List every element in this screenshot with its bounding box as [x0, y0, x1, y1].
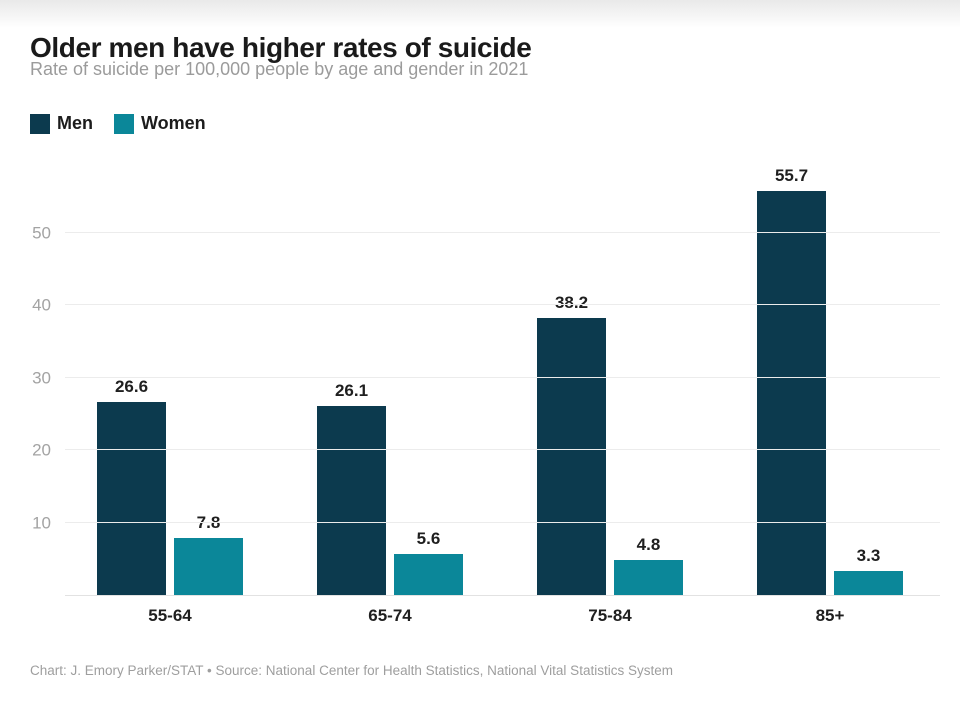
legend: Men Women	[30, 113, 206, 134]
y-tick-label-10: 10	[32, 513, 51, 532]
bar-slot-women-75-84: 4.8	[614, 160, 683, 595]
bar-value-women-85+: 3.3	[856, 546, 881, 566]
bar-men-85+	[757, 191, 826, 595]
legend-label-men: Men	[57, 113, 93, 133]
legend-item-women: Women	[114, 113, 206, 134]
bar-women-85+	[834, 571, 903, 595]
top-gradient	[0, 0, 960, 28]
y-tick-label-20: 20	[32, 440, 51, 460]
gridline-50	[65, 231, 940, 233]
legend-swatch-women	[114, 113, 134, 134]
bar-value-men-65-74: 26.1	[334, 380, 369, 400]
x-axis-baseline	[65, 595, 940, 596]
y-tick-label-40: 40	[32, 295, 51, 315]
y-tick-label-30: 30	[32, 368, 51, 387]
bar-slot-women-85+: 3.3	[834, 160, 903, 595]
legend-swatch-men	[30, 113, 50, 134]
x-axis-label-65-74: 65-74	[368, 606, 412, 625]
bar-value-men-55-64: 26.6	[114, 377, 149, 397]
bar-women-55-64	[174, 538, 243, 595]
bar-groups: 26.6 7.8 55-64 26.1 5.6 65-74 38.2 4.8 75-84 55.7…	[65, 160, 940, 625]
bar-women-75-84	[614, 560, 683, 595]
bar-men-65-74	[317, 405, 386, 595]
x-axis-label-55-64: 55-64	[148, 606, 192, 625]
bar-value-women-65-74: 5.6	[416, 529, 441, 549]
gridline-10	[65, 521, 940, 523]
bar-group-75-84: 38.2 4.8 75-84	[537, 160, 683, 625]
bar-slot-men-75-84: 38.2	[537, 160, 606, 595]
bar-slot-men-55-64: 26.6	[97, 160, 166, 595]
bar-slot-men-65-74: 26.1	[317, 160, 386, 595]
chart-subtitle: Rate of suicide per 100,000 people by ag…	[30, 59, 529, 79]
y-tick-label-50: 50	[32, 223, 51, 242]
credit-source-line: Chart: J. Emory Parker/STAT • Source: Na…	[30, 663, 673, 678]
bar-men-55-64	[97, 402, 166, 595]
bar-slot-men-85+: 55.7	[757, 160, 826, 595]
bar-slot-women-55-64: 7.8	[174, 160, 243, 595]
plot-area: 26.6 7.8 55-64 26.1 5.6 65-74 38.2 4.8 75-84 55.7…	[32, 160, 940, 625]
legend-label-women: Women	[141, 113, 206, 133]
bar-women-65-74	[394, 554, 463, 595]
bar-group-55-64: 26.6 7.8 55-64	[97, 160, 243, 625]
x-axis-label-75-84: 75-84	[588, 606, 632, 625]
gridline-40	[65, 304, 940, 305]
bar-group-65-74: 26.1 5.6 65-74	[317, 160, 463, 625]
bar-value-men-85+: 55.7	[774, 166, 809, 186]
bar-value-women-75-84: 4.8	[636, 535, 661, 555]
legend-item-men: Men	[30, 113, 93, 134]
bar-group-85+: 55.7 3.3 85+	[757, 160, 903, 625]
bar-men-75-84	[537, 318, 606, 595]
x-axis-label-85+: 85+	[815, 606, 845, 625]
chart-title: Older men have higher rates of suicide	[30, 31, 532, 63]
gridline-30	[65, 376, 940, 378]
bar-value-women-55-64: 7.8	[196, 513, 221, 533]
bar-value-men-75-84: 38.2	[554, 293, 589, 313]
gridline-20	[65, 449, 940, 450]
bar-slot-women-65-74: 5.6	[394, 160, 463, 595]
